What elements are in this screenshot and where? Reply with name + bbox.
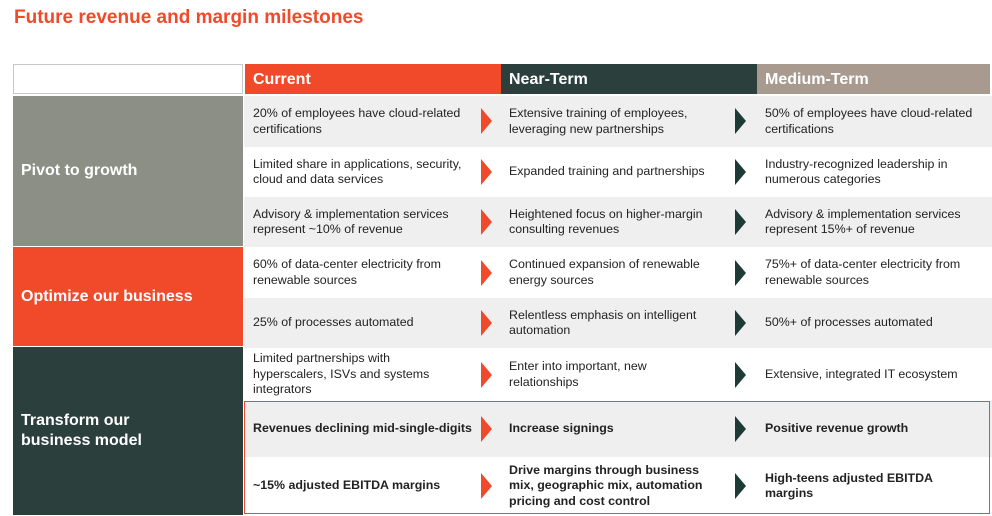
cell-near-term: Increase signings [509,421,614,436]
column-header-near-term: Near-Term [501,64,757,94]
cell-medium-term: Positive revenue growth [765,421,909,436]
category-optimize-business: Optimize our business [13,247,243,346]
cell-medium-term: Industry-recognized leadership in numero… [765,156,948,187]
arrow-right-icon [481,473,492,499]
row-background [244,147,992,197]
arrow-right-icon [481,416,492,442]
arrow-right-icon [735,362,746,388]
arrow-right-icon [735,159,746,185]
arrow-right-icon [735,310,746,336]
arrow-right-icon [735,473,746,499]
cell-current: 20% of employees have cloud-related cert… [253,106,461,136]
row-background [244,348,992,401]
arrow-right-icon [735,108,746,134]
row-background [244,247,992,298]
page-title: Future revenue and margin milestones [14,7,364,28]
header-blank-cell [13,64,243,94]
cell-medium-term: 50% of employees have cloud-related cert… [765,106,973,136]
cell-current: ~15% adjusted EBITDA margins [253,478,441,493]
arrow-right-icon [481,159,492,185]
arrow-right-icon [481,260,492,286]
cell-near-term: Drive margins through business mix, geog… [509,462,703,508]
column-header-current: Current [245,64,501,94]
cell-medium-term: Advisory & implementation services repre… [765,206,961,237]
row-background [244,197,992,247]
cell-current: 25% of processes automated [253,315,414,330]
cell-current: Revenues declining mid-single-digits [253,421,472,436]
cell-near-term: Extensive training of employees, leverag… [509,106,688,136]
category-transform-business-model: Transform our business model [13,347,243,515]
cell-near-term: Enter into important, new relationships [509,359,647,389]
row-background [244,96,992,147]
arrow-right-icon [735,260,746,286]
arrow-right-icon [481,310,492,336]
cell-medium-term: High-teens adjusted EBITDA margins [765,470,933,501]
arrow-right-icon [735,209,746,235]
cell-current: 60% of data-center electricity from rene… [253,257,442,287]
row-background [244,457,992,515]
arrow-right-icon [481,362,492,388]
cell-medium-term: 50%+ of processes automated [765,315,933,330]
cell-near-term: Relentless emphasis on intelligent autom… [509,307,697,338]
arrow-right-icon [735,416,746,442]
cell-current: Limited partnerships with hyperscalers, … [253,351,430,397]
cell-medium-term: Extensive, integrated IT ecosystem [765,366,958,381]
cell-medium-term: 75%+ of data-center electricity from ren… [765,257,961,287]
arrow-right-icon [481,209,492,235]
row-background [244,401,992,457]
category-pivot-to-growth: Pivot to growth [13,96,243,246]
row-background [244,298,992,348]
cell-near-term: Expanded training and partnerships [509,164,705,179]
cell-current: Advisory & implementation services repre… [253,206,449,237]
column-header-medium-term: Medium-Term [757,64,990,94]
cell-near-term: Continued expansion of renewable energy … [509,257,700,287]
cell-near-term: Heightened focus on higher-margin consul… [509,206,703,237]
arrow-right-icon [481,108,492,134]
cell-current: Limited share in applications, security,… [253,156,462,187]
